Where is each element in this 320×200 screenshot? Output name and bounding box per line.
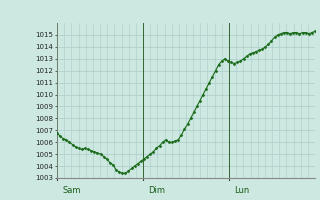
Text: Lun: Lun — [234, 186, 249, 195]
Text: Sam: Sam — [62, 186, 81, 195]
Text: Dim: Dim — [148, 186, 165, 195]
